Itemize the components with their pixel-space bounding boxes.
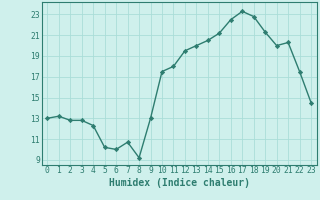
X-axis label: Humidex (Indice chaleur): Humidex (Indice chaleur) <box>109 178 250 188</box>
